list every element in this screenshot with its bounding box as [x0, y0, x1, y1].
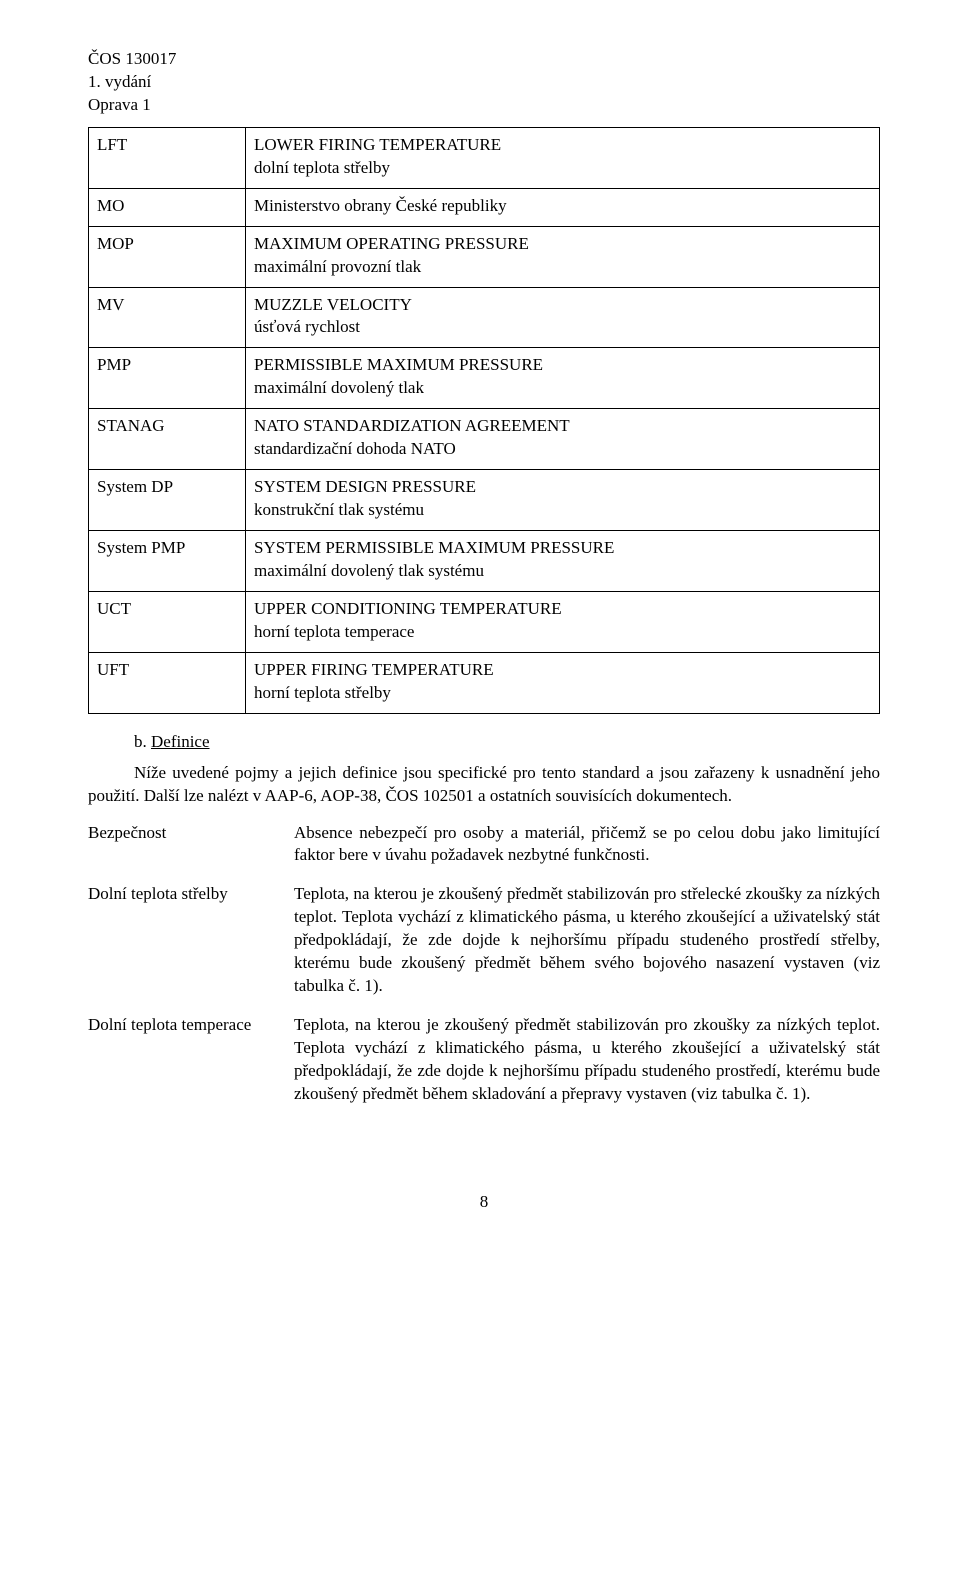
glossary-row: Dolní teplota temperaceTeplota, na ktero…	[88, 1014, 880, 1122]
term-cz: úsťová rychlost	[254, 316, 871, 339]
glossary-term: Dolní teplota temperace	[88, 1014, 294, 1122]
def-cell: LOWER FIRING TEMPERATUREdolní teplota st…	[246, 127, 880, 188]
glossary-row: Dolní teplota střelbyTeplota, na kterou …	[88, 883, 880, 1014]
term-cz: maximální provozní tlak	[254, 256, 871, 279]
def-cell: SYSTEM PERMISSIBLE MAXIMUM PRESSUREmaxim…	[246, 531, 880, 592]
section-letter: b.	[134, 732, 147, 751]
table-row: UCTUPPER CONDITIONING TEMPERATUREhorní t…	[89, 591, 880, 652]
term-cz: maximální dovolený tlak systému	[254, 560, 871, 583]
abbr-cell: UCT	[89, 591, 246, 652]
doc-id: ČOS 130017	[88, 48, 880, 71]
term-cz: horní teplota temperace	[254, 621, 871, 644]
term-full: UPPER CONDITIONING TEMPERATURE	[254, 598, 871, 621]
term-full: PERMISSIBLE MAXIMUM PRESSURE	[254, 354, 871, 377]
def-cell: NATO STANDARDIZATION AGREEMENTstandardiz…	[246, 409, 880, 470]
abbr-cell: System PMP	[89, 531, 246, 592]
table-row: PMPPERMISSIBLE MAXIMUM PRESSUREmaximální…	[89, 348, 880, 409]
abbr-cell: MV	[89, 287, 246, 348]
table-row: UFTUPPER FIRING TEMPERATUREhorní teplota…	[89, 652, 880, 713]
abbr-cell: MO	[89, 188, 246, 226]
term-full: MAXIMUM OPERATING PRESSURE	[254, 233, 871, 256]
term-full: Ministerstvo obrany České republiky	[254, 195, 871, 218]
abbr-cell: System DP	[89, 470, 246, 531]
term-full: LOWER FIRING TEMPERATURE	[254, 134, 871, 157]
term-cz: dolní teplota střelby	[254, 157, 871, 180]
abbr-cell: UFT	[89, 652, 246, 713]
def-cell: PERMISSIBLE MAXIMUM PRESSUREmaximální do…	[246, 348, 880, 409]
table-row: MOPMAXIMUM OPERATING PRESSUREmaximální p…	[89, 226, 880, 287]
def-cell: MUZZLE VELOCITYúsťová rychlost	[246, 287, 880, 348]
intro-paragraph: Níže uvedené pojmy a jejich definice jso…	[88, 762, 880, 808]
term-full: SYSTEM DESIGN PRESSURE	[254, 476, 871, 499]
table-row: System DPSYSTEM DESIGN PRESSUREkonstrukč…	[89, 470, 880, 531]
table-row: MVMUZZLE VELOCITYúsťová rychlost	[89, 287, 880, 348]
def-cell: Ministerstvo obrany České republiky	[246, 188, 880, 226]
def-cell: MAXIMUM OPERATING PRESSUREmaximální prov…	[246, 226, 880, 287]
glossary-desc: Teplota, na kterou je zkoušený předmět s…	[294, 1014, 880, 1122]
section-heading: b. Definice	[134, 732, 880, 752]
abbr-cell: STANAG	[89, 409, 246, 470]
def-cell: UPPER CONDITIONING TEMPERATUREhorní tepl…	[246, 591, 880, 652]
abbr-cell: PMP	[89, 348, 246, 409]
term-full: SYSTEM PERMISSIBLE MAXIMUM PRESSURE	[254, 537, 871, 560]
term-full: NATO STANDARDIZATION AGREEMENT	[254, 415, 871, 438]
glossary-desc: Absence nebezpečí pro osoby a materiál, …	[294, 822, 880, 884]
table-row: System PMPSYSTEM PERMISSIBLE MAXIMUM PRE…	[89, 531, 880, 592]
abbrev-table: LFTLOWER FIRING TEMPERATUREdolní teplota…	[88, 127, 880, 714]
table-row: MO Ministerstvo obrany České republiky	[89, 188, 880, 226]
section-title: Definice	[151, 732, 210, 751]
def-cell: SYSTEM DESIGN PRESSUREkonstrukční tlak s…	[246, 470, 880, 531]
term-cz: maximální dovolený tlak	[254, 377, 871, 400]
term-full: UPPER FIRING TEMPERATURE	[254, 659, 871, 682]
term-cz: standardizační dohoda NATO	[254, 438, 871, 461]
page-number: 8	[88, 1192, 880, 1212]
def-cell: UPPER FIRING TEMPERATUREhorní teplota st…	[246, 652, 880, 713]
page: ČOS 130017 1. vydání Oprava 1 LFTLOWER F…	[0, 0, 960, 1260]
table-row: STANAGNATO STANDARDIZATION AGREEMENTstan…	[89, 409, 880, 470]
doc-header: ČOS 130017 1. vydání Oprava 1	[88, 48, 880, 117]
glossary-desc: Teplota, na kterou je zkoušený předmět s…	[294, 883, 880, 1014]
term-full: MUZZLE VELOCITY	[254, 294, 871, 317]
doc-fix: Oprava 1	[88, 94, 880, 117]
term-cz: horní teplota střelby	[254, 682, 871, 705]
doc-edition: 1. vydání	[88, 71, 880, 94]
glossary-row: BezpečnostAbsence nebezpečí pro osoby a …	[88, 822, 880, 884]
abbr-cell: LFT	[89, 127, 246, 188]
term-cz: konstrukční tlak systému	[254, 499, 871, 522]
glossary-table: BezpečnostAbsence nebezpečí pro osoby a …	[88, 822, 880, 1122]
glossary-term: Bezpečnost	[88, 822, 294, 884]
glossary-term: Dolní teplota střelby	[88, 883, 294, 1014]
table-row: LFTLOWER FIRING TEMPERATUREdolní teplota…	[89, 127, 880, 188]
abbr-cell: MOP	[89, 226, 246, 287]
